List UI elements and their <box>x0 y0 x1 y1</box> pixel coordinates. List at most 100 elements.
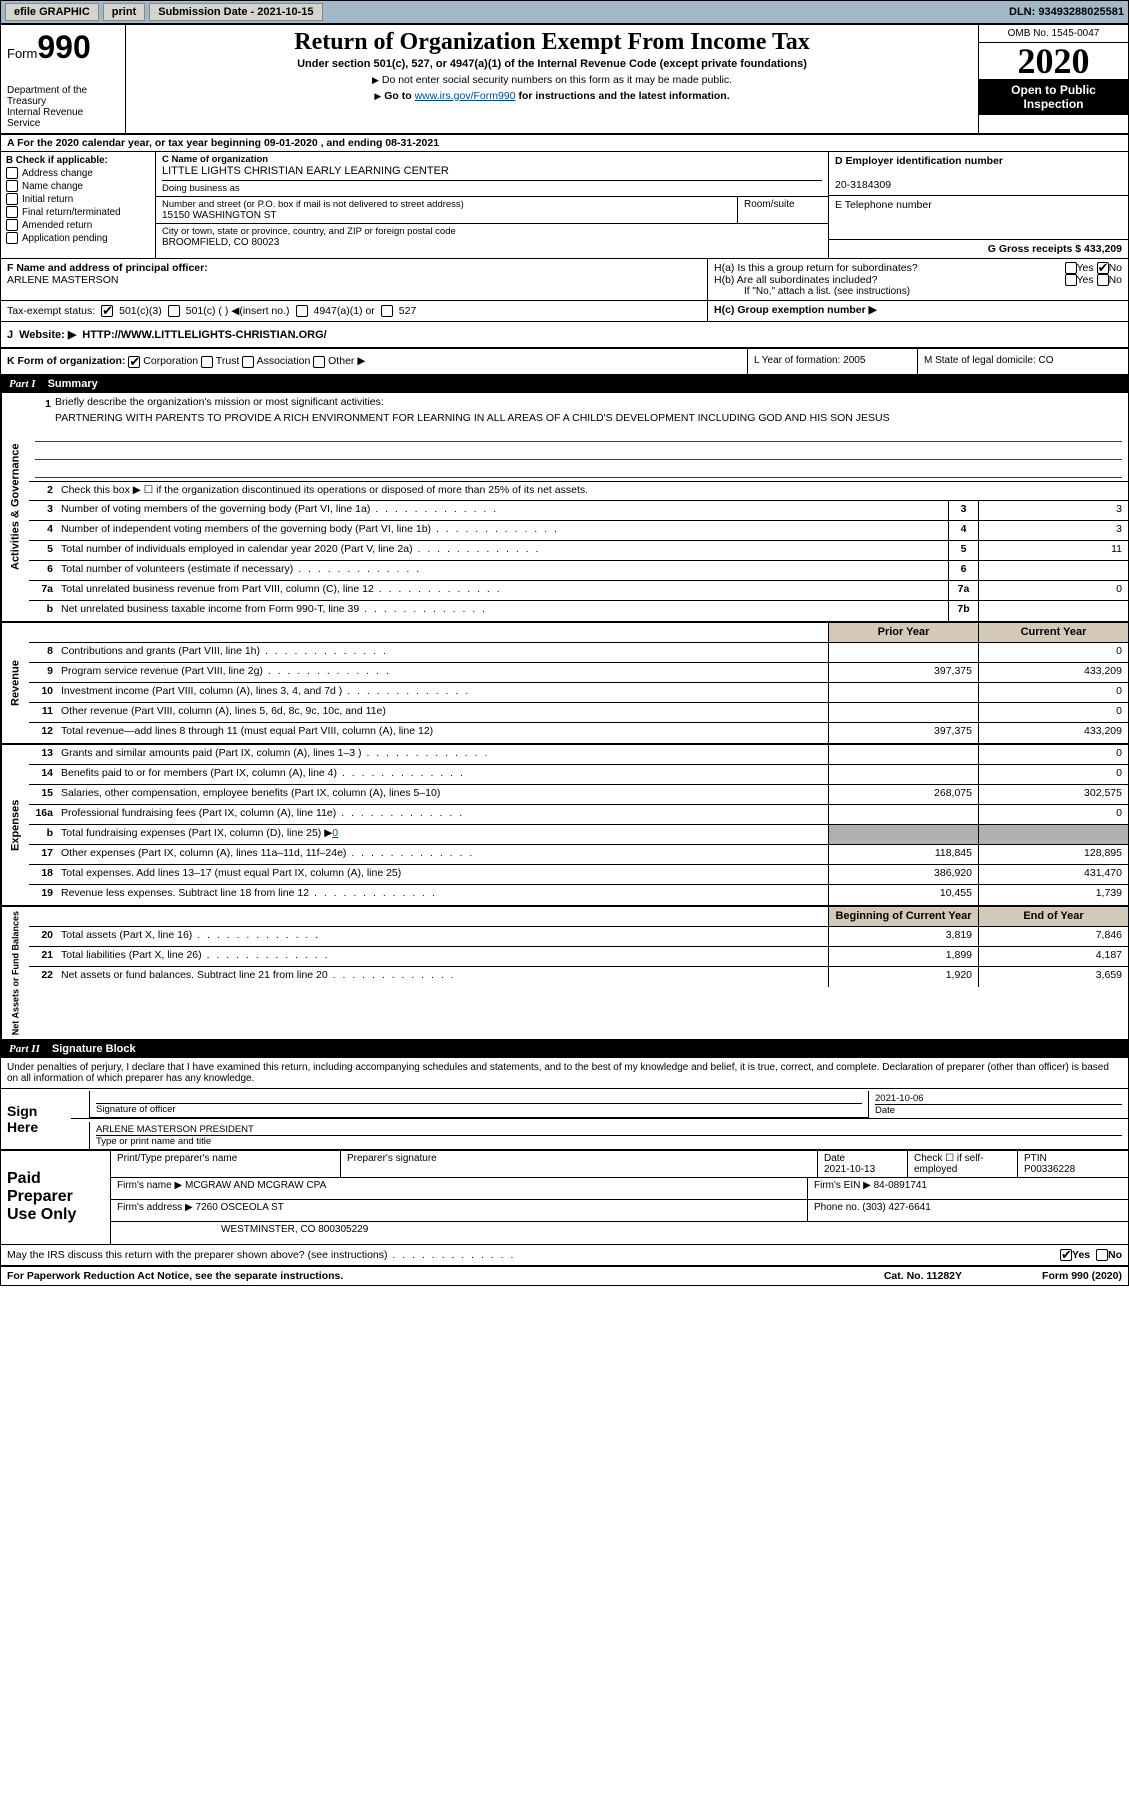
firm-addr-label: Firm's address ▶ <box>117 1202 193 1213</box>
addr-label: Number and street (or P.O. box if mail i… <box>162 199 731 210</box>
suite-label: Room/suite <box>738 197 828 223</box>
sign-here-block: Sign Here Signature of officer 2021-10-0… <box>1 1089 1128 1151</box>
irs-link[interactable]: www.irs.gov/Form990 <box>415 90 516 102</box>
v8p <box>828 643 978 662</box>
chk-name-change[interactable] <box>6 180 18 192</box>
irs-label: Internal Revenue Service <box>7 107 119 129</box>
v22c: 3,659 <box>978 967 1128 987</box>
gross-receipts: G Gross receipts $ 433,209 <box>988 243 1122 255</box>
chk-other[interactable] <box>313 356 325 368</box>
lbl-name-change: Name change <box>22 181 83 192</box>
chk-ha-no[interactable] <box>1097 262 1109 274</box>
v14c: 0 <box>978 765 1128 784</box>
dept-label: Department of the Treasury <box>7 85 119 107</box>
block-fh: F Name and address of principal officer:… <box>1 259 1128 301</box>
ha-no: No <box>1109 262 1122 274</box>
print-button[interactable]: print <box>103 3 145 21</box>
v9c: 433,209 <box>978 663 1128 682</box>
chk-trust[interactable] <box>201 356 213 368</box>
sig-date-label: Date <box>875 1104 1122 1116</box>
lbl-527: 527 <box>399 305 417 317</box>
ptin-value: P00336228 <box>1024 1164 1122 1175</box>
val4: 3 <box>978 521 1128 540</box>
foot-left: For Paperwork Reduction Act Notice, see … <box>7 1270 884 1282</box>
year-formation: L Year of formation: 2005 <box>748 349 918 373</box>
j-label: J <box>7 329 13 341</box>
hc-label: H(c) Group exemption number ▶ <box>708 301 1128 321</box>
v13p <box>828 745 978 764</box>
chk-assoc[interactable] <box>242 356 254 368</box>
v15c: 302,575 <box>978 785 1128 804</box>
firm-phone-label: Phone no. <box>814 1202 860 1213</box>
line3: Number of voting members of the governin… <box>57 501 948 520</box>
chk-4947[interactable] <box>296 305 308 317</box>
block-bcd: B Check if applicable: Address change Na… <box>1 152 1128 259</box>
chk-discuss-no[interactable] <box>1096 1249 1108 1261</box>
chk-final-return[interactable] <box>6 206 18 218</box>
fundraising-link[interactable]: 0 <box>332 827 338 839</box>
col-d: D Employer identification number 20-3184… <box>828 152 1128 258</box>
open-public: Open to Public Inspection <box>979 79 1128 115</box>
val7b <box>978 601 1128 621</box>
v21c: 4,187 <box>978 947 1128 966</box>
hb-no: No <box>1109 274 1122 286</box>
chk-app-pending[interactable] <box>6 232 18 244</box>
chk-hb-no[interactable] <box>1097 274 1109 286</box>
line7a: Total unrelated business revenue from Pa… <box>57 581 948 600</box>
phone-label: E Telephone number <box>835 199 932 211</box>
chk-ha-yes[interactable] <box>1065 262 1077 274</box>
foot-right: Form 990 (2020) <box>1042 1270 1122 1282</box>
line15: Salaries, other compensation, employee b… <box>57 785 828 804</box>
chk-discuss-yes[interactable] <box>1060 1249 1072 1261</box>
line10: Investment income (Part VIII, column (A)… <box>57 683 828 702</box>
chk-hb-yes[interactable] <box>1065 274 1077 286</box>
line2: Check this box ▶ ☐ if the organization d… <box>57 482 1128 500</box>
line16a: Professional fundraising fees (Part IX, … <box>57 805 828 824</box>
lbl-assoc: Association <box>257 355 311 367</box>
tab-rev: Revenue <box>1 623 29 743</box>
efile-badge: efile GRAPHIC <box>5 3 99 21</box>
chk-527[interactable] <box>381 305 393 317</box>
line19: Revenue less expenses. Subtract line 18 … <box>57 885 828 905</box>
col-prior: Prior Year <box>828 623 978 642</box>
tab-exp: Expenses <box>1 745 29 905</box>
sig-officer-label: Signature of officer <box>96 1103 862 1115</box>
chk-address-change[interactable] <box>6 167 18 179</box>
chk-initial-return[interactable] <box>6 193 18 205</box>
chk-501c3[interactable] <box>101 305 113 317</box>
form-note-ssn: Do not enter social security numbers on … <box>134 74 970 86</box>
discuss-no: No <box>1108 1249 1122 1261</box>
colb-header: B Check if applicable: <box>6 155 150 166</box>
v9p: 397,375 <box>828 663 978 682</box>
addr-value: 15150 WASHINGTON ST <box>162 210 731 221</box>
form-number: Form990 <box>7 29 119 66</box>
lbl-corp: Corporation <box>143 355 198 367</box>
chk-amended[interactable] <box>6 219 18 231</box>
mission-line1 <box>35 426 1122 442</box>
val5: 11 <box>978 541 1128 560</box>
preparer-label: Paid Preparer Use Only <box>1 1151 111 1244</box>
chk-501c[interactable] <box>168 305 180 317</box>
website-label: Website: ▶ <box>19 328 76 341</box>
line21: Total liabilities (Part X, line 26) <box>57 947 828 966</box>
col-curr: Current Year <box>978 623 1128 642</box>
v13c: 0 <box>978 745 1128 764</box>
v16bp <box>828 825 978 844</box>
k-row: K Form of organization: Corporation Trus… <box>1 349 1128 374</box>
line22: Net assets or fund balances. Subtract li… <box>57 967 828 987</box>
firm-addr: 7260 OSCEOLA ST <box>196 1202 284 1213</box>
sig-nametype: Type or print name and title <box>96 1135 1122 1147</box>
hb-note: If "No," attach a list. (see instruction… <box>714 286 1122 297</box>
chk-corp[interactable] <box>128 356 140 368</box>
goto-post: for instructions and the latest informat… <box>516 90 730 102</box>
ein-label: D Employer identification number <box>835 155 1003 167</box>
line7b: Net unrelated business taxable income fr… <box>57 601 948 621</box>
line6: Total number of volunteers (estimate if … <box>57 561 948 580</box>
line14: Benefits paid to or for members (Part IX… <box>57 765 828 784</box>
section-rev: Revenue Prior YearCurrent Year 8Contribu… <box>1 621 1128 743</box>
section-ag: Activities & Governance 1Briefly describ… <box>1 393 1128 621</box>
line11: Other revenue (Part VIII, column (A), li… <box>57 703 828 722</box>
discuss-yes: Yes <box>1072 1249 1090 1261</box>
v16bc <box>978 825 1128 844</box>
ha-yes: Yes <box>1077 262 1094 274</box>
